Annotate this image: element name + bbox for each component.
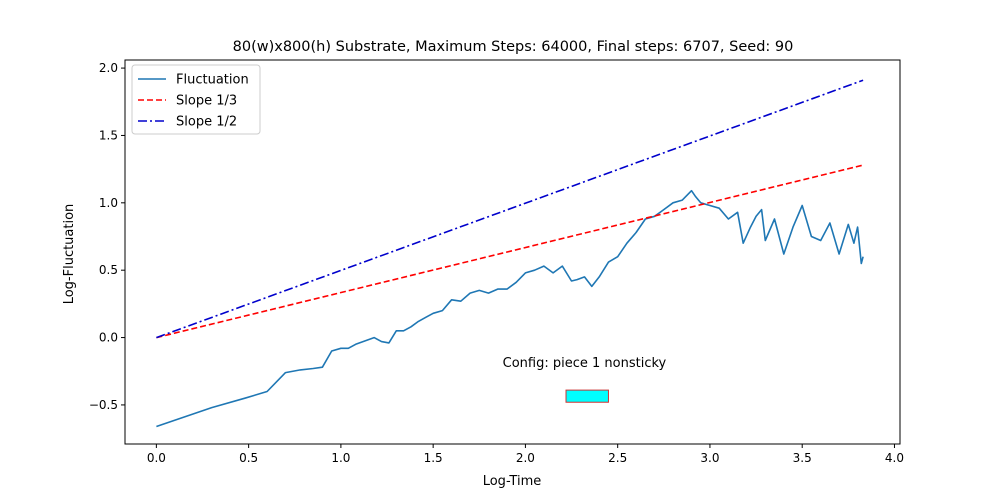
- y-tick-label: 1.5: [99, 128, 118, 142]
- x-axis-ticks: 0.0 0.5 1.0 1.5 2.0 2.5 3.0 3.5 4.0: [147, 444, 904, 465]
- annotation-box: [565, 389, 609, 403]
- series-line-0: [156, 189, 864, 428]
- x-tick-label: 0.5: [239, 451, 258, 465]
- plot-frame: [124, 59, 901, 445]
- chart-title: 80(w)x800(h) Substrate, Maximum Steps: 6…: [233, 39, 794, 55]
- x-tick-label: 0.0: [147, 451, 166, 465]
- y-tick-label: 1.0: [99, 196, 118, 210]
- y-axis-label: Log-Fluctuation: [62, 204, 77, 305]
- legend-label-2: Slope 1/2: [176, 115, 237, 130]
- x-tick-label: 1.5: [424, 451, 443, 465]
- y-tick-label: 2.0: [99, 61, 118, 75]
- x-tick-label: 2.5: [608, 451, 627, 465]
- x-tick-label: 4.0: [885, 451, 904, 465]
- x-tick-label: 1.0: [331, 451, 350, 465]
- legend: Fluctuation Slope 1/3 Slope 1/2: [131, 64, 261, 135]
- series-line-2: [156, 79, 864, 339]
- annotation-label: Config: piece 1 nonsticky: [503, 356, 667, 371]
- legend-box: [131, 64, 261, 135]
- y-tick-label: −0.5: [89, 398, 118, 412]
- x-tick-label: 2.0: [516, 451, 535, 465]
- y-axis-ticks: −0.5 0.0 0.5 1.0 1.5 2.0: [89, 61, 125, 412]
- y-tick-label: 0.0: [99, 331, 118, 345]
- x-axis-label: Log-Time: [483, 474, 542, 489]
- plot-area: Config: piece 1 nonsticky: [156, 79, 864, 428]
- x-tick-label: 3.0: [700, 451, 719, 465]
- series-line-1: [156, 164, 864, 339]
- y-tick-label: 0.5: [99, 263, 118, 277]
- legend-label-1: Slope 1/3: [176, 94, 237, 109]
- legend-label-0: Fluctuation: [176, 73, 249, 88]
- x-tick-label: 3.5: [793, 451, 812, 465]
